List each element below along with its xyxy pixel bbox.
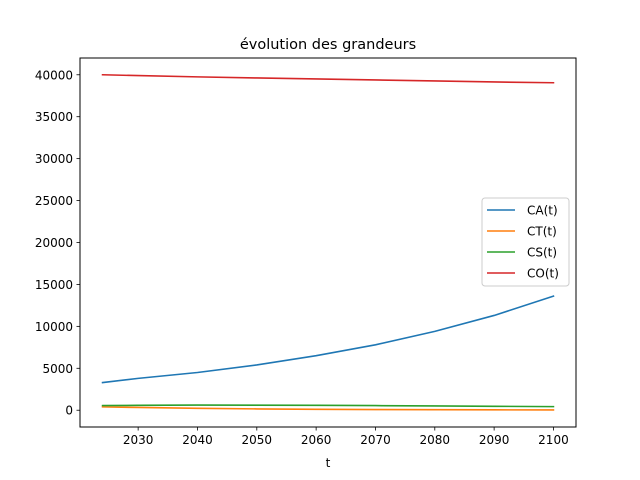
y-tick-label: 20000 <box>35 236 73 250</box>
legend-label: CS(t) <box>527 246 557 260</box>
legend-label: CT(t) <box>527 225 557 239</box>
y-tick-label: 0 <box>65 404 73 418</box>
x-tick-label: 2040 <box>182 433 213 447</box>
x-axis-label: t <box>326 456 331 470</box>
y-tick-label: 15000 <box>35 278 73 292</box>
x-tick-label: 2030 <box>123 433 154 447</box>
series-line-ct-t <box>101 406 555 411</box>
x-tick-label: 2060 <box>301 433 332 447</box>
x-tick-label: 2070 <box>360 433 391 447</box>
legend: CA(t) CT(t) CS(t) CO(t) <box>481 197 570 287</box>
plot-lines <box>101 73 555 411</box>
x-tick-label: 2050 <box>242 433 273 447</box>
series-line-cs-t <box>101 404 555 408</box>
legend-label: CA(t) <box>527 204 558 218</box>
y-tick-label: 10000 <box>35 320 73 334</box>
legend-label: CO(t) <box>527 267 559 281</box>
series-line-ca-t <box>101 295 555 384</box>
y-tick-label: 25000 <box>35 194 73 208</box>
y-tick-label: 30000 <box>35 152 73 166</box>
y-tick-label: 5000 <box>42 362 73 376</box>
chart-title: évolution des grandeurs <box>240 37 416 53</box>
y-tick-label: 35000 <box>35 110 73 124</box>
legend-box <box>481 197 570 287</box>
x-tick-label: 2080 <box>420 433 451 447</box>
y-axis: 0 5000 10000 15000 20000 25000 30000 35000 40000 <box>35 68 80 418</box>
series-line-co-t <box>101 73 555 84</box>
x-tick-label: 2090 <box>479 433 510 447</box>
y-tick-label: 40000 <box>35 68 73 82</box>
x-axis: 2030 2040 2050 2060 2070 2080 2090 2100 <box>123 427 569 447</box>
x-tick-label: 2100 <box>538 433 569 447</box>
